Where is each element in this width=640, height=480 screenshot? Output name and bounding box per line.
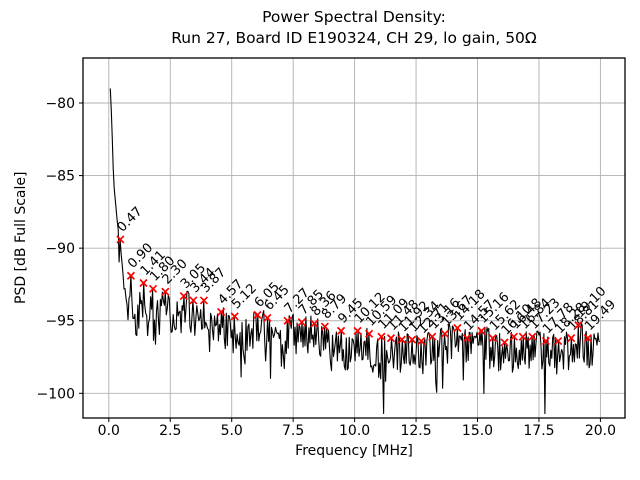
peak-marker	[189, 296, 198, 305]
peak-marker	[377, 332, 386, 341]
y-tick-label: −80	[45, 96, 75, 112]
peak-marker	[574, 320, 583, 330]
chart-title: Power Spectral Density: Run 27, Board ID…	[83, 7, 625, 49]
peak-marker	[179, 291, 188, 301]
peak-marker	[567, 334, 576, 343]
peak-marker	[161, 287, 170, 296]
peak-marker	[253, 310, 262, 320]
y-tick-label: −90	[45, 241, 75, 257]
peak-marker	[583, 334, 592, 343]
peak-marker	[541, 336, 550, 346]
peak-marker	[353, 326, 362, 336]
psd-curve	[109, 88, 601, 415]
x-tick-label: 17.5	[523, 423, 554, 439]
x-tick-label: 20.0	[585, 423, 616, 439]
chart-title-line2: Run 27, Board ID E190324, CH 29, lo gain…	[171, 29, 537, 47]
x-tick-label: 12.5	[400, 423, 431, 439]
peak-marker	[509, 332, 518, 341]
peak-marker	[386, 334, 396, 343]
peak-marker	[408, 335, 417, 344]
y-tick-label: −100	[37, 386, 75, 402]
peak-marker	[528, 332, 537, 341]
peak-marker	[336, 326, 346, 336]
y-tick-label: −95	[45, 314, 75, 330]
peak-marker	[462, 334, 472, 343]
x-tick-label: 15.0	[462, 423, 493, 439]
peak-marker	[488, 334, 497, 343]
peak-marker	[428, 332, 437, 341]
chart-title-line1: Power Spectral Density:	[262, 8, 446, 26]
x-tick-label: 0.0	[98, 423, 120, 439]
peak-marker	[518, 332, 527, 341]
peak-marker	[297, 318, 306, 327]
peak-marker	[263, 313, 272, 322]
peak-marker	[217, 307, 226, 317]
peak-marker	[440, 329, 449, 338]
x-tick-label: 5.0	[221, 423, 243, 439]
peak-marker	[199, 296, 209, 305]
peak-marker	[230, 312, 239, 321]
peak-marker	[320, 322, 329, 331]
peak-marker	[116, 235, 125, 244]
peak-marker	[477, 326, 486, 336]
peak-annotation: 0.47	[115, 204, 146, 235]
x-axis-label: Frequency [MHz]	[295, 443, 413, 459]
peak-marker	[554, 336, 563, 346]
x-tick-label: 10.0	[339, 423, 370, 439]
peak-marker	[139, 278, 148, 288]
peak-marker	[397, 335, 406, 344]
axes-spine	[82, 57, 626, 419]
peak-marker	[310, 319, 319, 328]
x-tick-label: 7.5	[282, 423, 304, 439]
peak-marker	[148, 284, 158, 293]
x-tick-label: 2.5	[159, 423, 181, 439]
peak-marker	[126, 271, 136, 280]
peak-marker	[453, 323, 462, 333]
y-tick-label: −85	[45, 169, 75, 185]
peak-marker	[417, 336, 426, 346]
peak-marker	[283, 316, 292, 325]
peak-marker	[365, 329, 374, 338]
peak-marker	[500, 338, 509, 347]
